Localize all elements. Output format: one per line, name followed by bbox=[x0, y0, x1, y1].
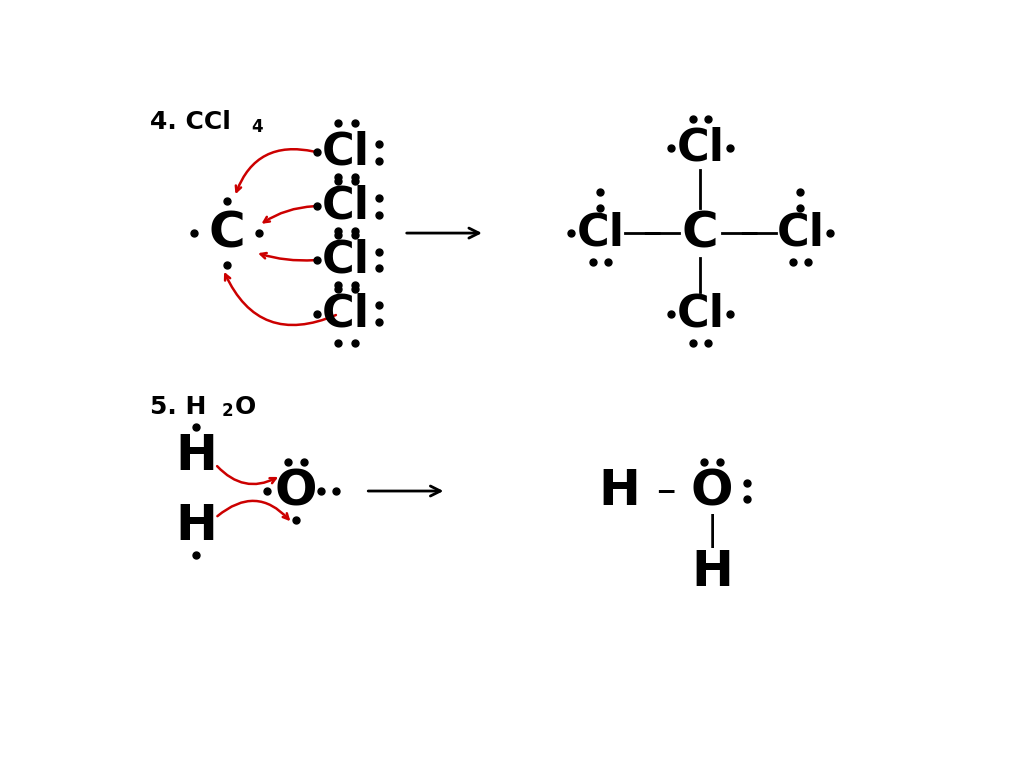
Text: 2: 2 bbox=[221, 402, 233, 420]
Text: C: C bbox=[209, 209, 245, 257]
Text: Cl: Cl bbox=[677, 127, 724, 170]
Text: –: – bbox=[656, 472, 676, 510]
Text: H: H bbox=[175, 432, 217, 480]
Text: –: – bbox=[739, 214, 759, 252]
Text: O: O bbox=[690, 467, 733, 515]
Text: –: – bbox=[642, 214, 662, 252]
Text: H: H bbox=[175, 502, 217, 550]
Text: Cl: Cl bbox=[323, 239, 370, 282]
Text: Cl: Cl bbox=[677, 293, 724, 336]
Text: Cl: Cl bbox=[776, 211, 824, 254]
Text: O: O bbox=[234, 395, 256, 419]
Text: Cl: Cl bbox=[323, 293, 370, 336]
Text: 5. H: 5. H bbox=[150, 395, 206, 419]
Text: Cl: Cl bbox=[323, 131, 370, 174]
Text: 4: 4 bbox=[252, 118, 263, 136]
Text: Cl: Cl bbox=[577, 211, 625, 254]
Text: 4. CCl: 4. CCl bbox=[150, 110, 230, 134]
Text: O: O bbox=[274, 467, 317, 515]
Text: H: H bbox=[599, 467, 640, 515]
Text: Cl: Cl bbox=[323, 184, 370, 227]
Text: H: H bbox=[691, 548, 733, 596]
Text: C: C bbox=[682, 209, 719, 257]
Text: |: | bbox=[707, 515, 718, 548]
